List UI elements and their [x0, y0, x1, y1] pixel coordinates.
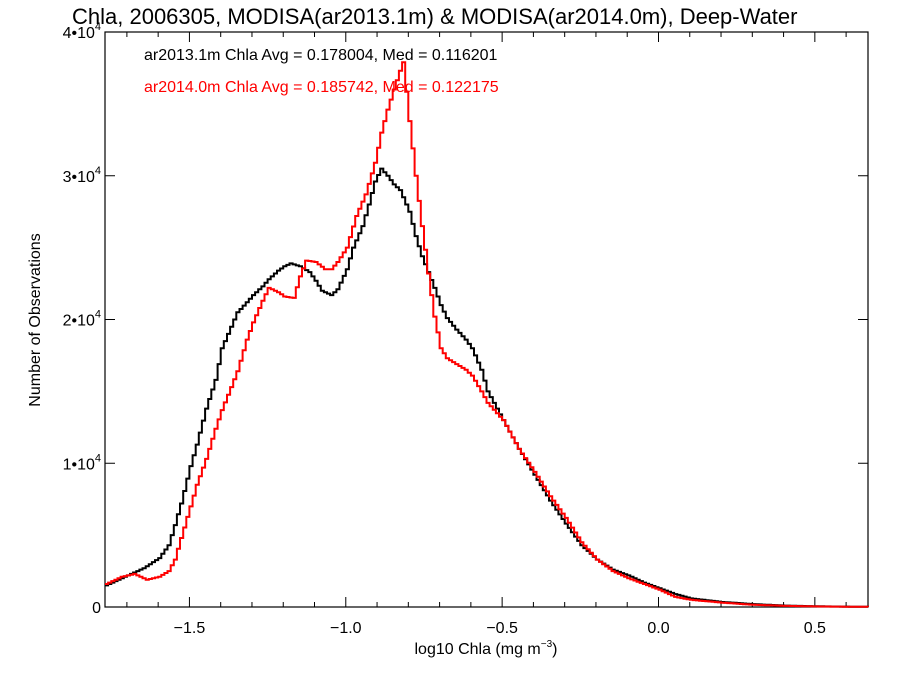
x-tick-label: 0.0 — [647, 620, 669, 637]
y-tick-label-base: 3•10 — [63, 169, 95, 186]
plot-frame — [104, 31, 869, 608]
y-tick-label: 0 — [92, 600, 101, 617]
x-axis-label-main: log10 Chla (mg m — [414, 641, 540, 658]
y-tick-label: 3•104 — [63, 165, 101, 186]
x-axis-label-close: ) — [552, 641, 557, 658]
legend-ar2013-stat: ar2013.1m Chla Avg = 0.178004, Med = 0.1… — [144, 47, 498, 64]
x-axis-label-exponent: −3 — [541, 639, 553, 650]
x-tick-label: −0.5 — [486, 620, 518, 637]
series-line-ar2014-0m — [105, 61, 869, 608]
y-tick-label: 1•104 — [63, 452, 101, 473]
y-tick-label-base: 0 — [92, 600, 101, 617]
x-tick-label: 0.5 — [804, 620, 826, 637]
series-line-ar2013-1m — [105, 167, 869, 608]
y-tick-label-exponent: 4 — [95, 309, 101, 321]
legend-ar2014-stat: ar2014.0m Chla Avg = 0.185742, Med = 0.1… — [144, 79, 499, 96]
y-tick-label: 2•104 — [63, 309, 101, 330]
y-axis-label: Number of Observations — [27, 233, 44, 406]
y-tick-label-exponent: 4 — [95, 452, 101, 464]
y-tick-label-base: 4•10 — [63, 25, 95, 42]
y-tick-label-exponent: 4 — [95, 165, 101, 177]
y-tick-label-base: 2•10 — [63, 313, 95, 330]
plot-area-border — [104, 31, 869, 608]
y-tick-label: 4•104 — [63, 21, 101, 42]
x-axis: −1.5 −1.0 −0.5 0.0 0.5 — [126, 32, 847, 637]
chart-title: Chla, 2006305, MODISA(ar2013.1m) & MODIS… — [72, 4, 797, 29]
x-tick-label: −1.0 — [330, 620, 362, 637]
x-tick-label: −1.5 — [174, 620, 206, 637]
y-tick-label-base: 1•10 — [63, 456, 95, 473]
y-tick-label-exponent: 4 — [95, 21, 101, 33]
series-layer — [105, 61, 869, 608]
x-axis-label: log10 Chla (mg m−3) — [414, 639, 557, 658]
